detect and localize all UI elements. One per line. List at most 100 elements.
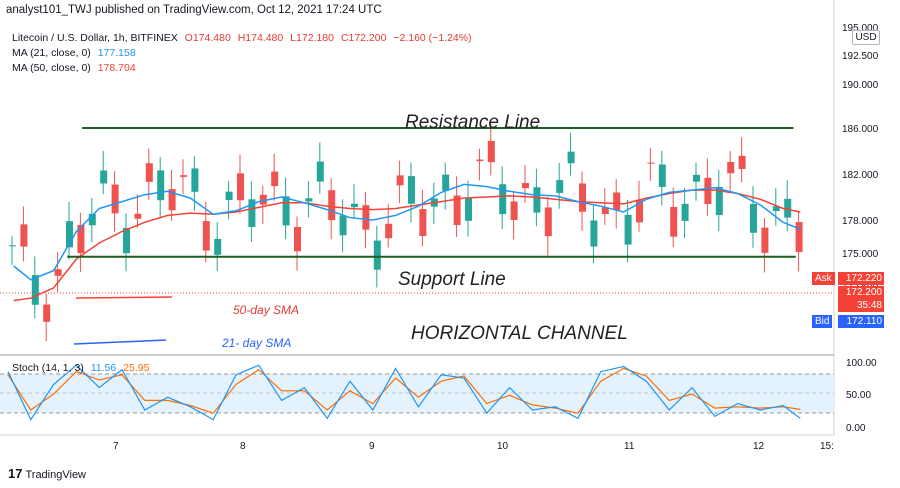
candle-body[interactable] [248,199,256,227]
candle-body[interactable] [601,207,609,215]
candle-body[interactable] [590,220,598,247]
candle-body[interactable] [522,183,529,189]
candle-body[interactable] [556,180,564,193]
candle-body[interactable] [328,190,336,221]
candle-body[interactable] [20,224,28,247]
bid-price-tag: 172.110 [838,315,884,328]
candle-body[interactable] [214,238,222,255]
resistance-line-label[interactable]: Resistance Line [405,112,541,133]
candle-body[interactable] [408,176,415,204]
candle-body[interactable] [305,198,313,202]
sma50-legend-line[interactable] [75,296,173,299]
candle-body[interactable] [624,214,632,245]
candle-body[interactable] [111,184,119,214]
candle-body[interactable] [476,159,484,162]
candle-body[interactable] [499,184,507,215]
sma21-legend-line[interactable] [73,339,167,345]
candle-body[interactable] [419,209,427,236]
candle-body[interactable] [339,215,347,236]
candle-body[interactable] [123,227,130,254]
candle-body[interactable] [100,170,108,184]
candle-body[interactable] [134,213,142,219]
candle-body[interactable] [180,175,187,177]
stoch-axis[interactable]: 100.00 50.00 0.00 [846,358,877,434]
ask-price-tag: 172.220 [838,272,884,285]
ma21-legend[interactable]: MA (21, close, 0) 177.158 [12,47,136,59]
ohlc-high: H174.480 [237,32,284,44]
candle-body[interactable] [157,170,165,201]
time-axis[interactable]: 7 8 9 10 11 12 15: [113,441,834,452]
candle-body[interactable] [544,207,552,237]
candle-body[interactable] [442,174,450,191]
candle-body[interactable] [294,226,301,252]
candle-body[interactable] [282,196,290,226]
candle-body[interactable] [453,195,461,226]
symbol-legend[interactable]: Litecoin / U.S. Dollar, 1h, BITFINEX O17… [12,32,472,44]
candle-body[interactable] [658,164,666,187]
candle-body[interactable] [761,227,769,253]
candle-body[interactable] [487,140,495,163]
candle-body[interactable] [77,224,85,254]
candle-body[interactable] [784,198,792,218]
candle-body[interactable] [316,161,324,182]
candle-body[interactable] [271,171,279,187]
ma50-line[interactable] [13,189,801,302]
symbol-name: Litecoin / U.S. Dollar, 1h, BITFINEX [12,32,178,44]
candle-body[interactable] [168,189,176,211]
candle-body[interactable] [727,161,735,174]
candle-body[interactable] [636,200,643,223]
ma21-line[interactable] [13,183,801,281]
candle-body[interactable] [533,187,541,213]
candlestick-series[interactable] [9,122,803,342]
price-tick-label: 182.000 [842,170,879,181]
candle-body[interactable] [66,221,73,248]
last-price-tag: 172.200 [838,286,884,299]
candle-body[interactable] [715,186,723,216]
candle-body[interactable] [43,304,51,322]
price-tick-label: 195.000 [842,23,879,34]
candle-body[interactable] [795,222,803,252]
time-tick-label: 15: [820,441,834,452]
candle-body[interactable] [772,206,780,212]
candle-body[interactable] [191,168,199,192]
candle-body[interactable] [693,174,700,182]
stoch-k-line[interactable] [7,364,801,421]
support-line-label[interactable]: Support Line [398,269,506,290]
horizontal-channel-label[interactable]: HORIZONTAL CHANNEL [411,323,628,344]
candle-body[interactable] [647,162,655,164]
candle-body[interactable] [88,213,96,226]
candle-body[interactable] [738,155,746,169]
candle-body[interactable] [9,245,16,247]
candle-body[interactable] [362,205,370,230]
candle-body[interactable] [396,175,404,186]
candle-body[interactable] [145,163,153,182]
candle-body[interactable] [259,194,267,205]
candle-body[interactable] [704,177,712,205]
candle-body[interactable] [373,240,381,270]
candle-body[interactable] [613,192,621,210]
sma50-label[interactable]: 50-day SMA [233,303,300,317]
candle-body[interactable] [31,275,39,305]
currency-button[interactable]: USD [852,30,880,45]
candle-body[interactable] [237,173,244,201]
sma21-label[interactable]: 21- day SMA [222,336,292,350]
candle-body[interactable] [54,269,62,276]
tradingview-footer[interactable]: 17 TradingView [8,466,86,481]
stoch-legend[interactable]: Stoch (14, 1, 3) 11.56 25.95 [12,362,149,374]
candle-body[interactable] [750,203,757,233]
candle-body[interactable] [202,221,210,251]
candle-body[interactable] [465,197,472,221]
candle-body[interactable] [579,183,586,212]
publish-header: analyst101_TWJ published on TradingView.… [6,4,382,16]
candle-body[interactable] [351,203,358,208]
candle-body[interactable] [670,206,678,237]
ma50-legend[interactable]: MA (50, close, 0) 178.704 [12,62,136,74]
candle-body[interactable] [681,203,689,221]
price-tick-label: 192.500 [842,51,879,62]
candle-body[interactable] [225,191,233,200]
candle-body[interactable] [567,151,575,164]
candle-body[interactable] [385,223,393,239]
price-tick-label: 175.000 [842,249,879,260]
candle-body[interactable] [510,201,518,220]
